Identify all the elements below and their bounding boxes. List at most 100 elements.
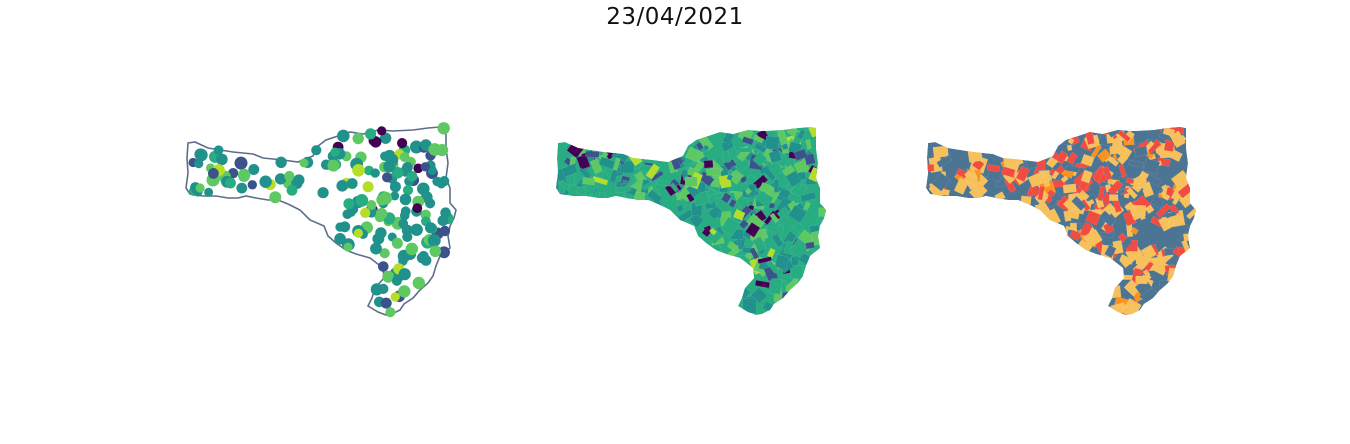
municipality-region xyxy=(936,154,953,168)
municipality-region xyxy=(1107,179,1124,196)
municipality-region xyxy=(703,160,714,169)
municipality-region xyxy=(1155,203,1171,218)
municipality-region xyxy=(1159,280,1169,291)
municipality-point xyxy=(378,261,389,272)
municipality-point xyxy=(286,184,298,196)
municipality-point xyxy=(380,297,392,309)
municipality-region xyxy=(1015,165,1030,183)
municipality-region xyxy=(1150,195,1165,209)
municipality-point xyxy=(379,248,390,259)
state-map-categorical xyxy=(926,127,1196,315)
municipality-region xyxy=(793,148,808,161)
municipality-point xyxy=(399,210,410,221)
municipality-point xyxy=(398,285,411,298)
municipality-region xyxy=(803,201,811,211)
municipality-region xyxy=(805,241,815,250)
municipality-point xyxy=(406,171,418,182)
municipality-region xyxy=(1178,195,1192,209)
municipality-region xyxy=(1119,256,1130,269)
municipality-region xyxy=(634,192,645,201)
municipality-point xyxy=(195,148,208,162)
municipality-point xyxy=(381,132,391,143)
municipality-region xyxy=(726,173,734,181)
municipality-region xyxy=(1093,166,1105,183)
municipality-region xyxy=(1134,146,1148,157)
municipality-point xyxy=(204,187,214,197)
municipality-point xyxy=(398,218,409,229)
municipality-region xyxy=(1065,165,1080,173)
municipality-region xyxy=(755,190,774,208)
municipality-region xyxy=(1066,151,1079,165)
map-panel-categorical xyxy=(918,118,1208,328)
municipality-point xyxy=(437,122,450,135)
municipality-point xyxy=(346,178,358,189)
municipality-point xyxy=(213,145,224,155)
municipality-point xyxy=(412,203,423,213)
municipality-point xyxy=(370,242,382,255)
municipality-region xyxy=(1083,228,1103,248)
municipality-point xyxy=(216,153,228,166)
municipality-region xyxy=(1163,139,1175,152)
municipality-region xyxy=(720,192,732,204)
municipality-region xyxy=(774,254,789,270)
municipality-region xyxy=(1062,183,1077,194)
municipality-region xyxy=(776,129,789,146)
municipality-point xyxy=(274,173,287,185)
municipality-region xyxy=(585,151,600,158)
municipality-region xyxy=(788,204,808,224)
municipality-point xyxy=(317,187,329,199)
municipality-region xyxy=(561,163,578,178)
municipality-point xyxy=(374,212,385,223)
municipality-point xyxy=(364,128,377,140)
municipality-region xyxy=(1135,275,1148,285)
municipality-region xyxy=(1169,203,1180,216)
municipality-point xyxy=(382,172,392,183)
municipality-point xyxy=(420,162,430,172)
municipality-region xyxy=(1027,171,1046,188)
municipality-point xyxy=(405,242,419,256)
municipality-region xyxy=(1096,148,1112,163)
municipality-region xyxy=(612,157,621,171)
municipality-point xyxy=(355,194,369,207)
municipality-region xyxy=(715,193,723,199)
municipality-region xyxy=(757,256,772,264)
municipality-region xyxy=(685,146,704,164)
municipality-point xyxy=(352,132,364,145)
municipality-point xyxy=(413,163,423,174)
municipality-region xyxy=(1085,210,1101,226)
municipality-point xyxy=(234,156,248,170)
municipality-region xyxy=(744,187,752,195)
municipality-region xyxy=(789,265,804,279)
municipality-region xyxy=(768,202,776,209)
municipality-region xyxy=(986,163,1001,173)
municipality-region xyxy=(645,163,660,180)
municipality-point xyxy=(330,147,340,157)
municipality-point xyxy=(299,158,309,168)
municipality-region xyxy=(1120,274,1134,280)
municipality-point xyxy=(402,185,414,196)
municipality-region xyxy=(776,206,790,219)
municipality-region xyxy=(1038,174,1053,184)
municipality-point xyxy=(399,193,412,206)
municipality-region xyxy=(1144,204,1155,215)
municipality-region xyxy=(1178,134,1187,144)
municipality-region xyxy=(620,160,635,174)
municipality-region xyxy=(1066,144,1073,151)
municipality-region xyxy=(953,177,969,195)
municipality-region xyxy=(559,180,571,191)
municipality-point xyxy=(360,207,371,218)
municipality-region xyxy=(1132,204,1147,217)
municipality-region xyxy=(656,180,671,187)
municipality-region xyxy=(742,298,757,314)
municipality-point xyxy=(425,222,437,234)
municipality-region xyxy=(926,164,935,172)
municipality-region xyxy=(1121,305,1134,315)
municipality-point xyxy=(385,307,396,318)
municipality-region xyxy=(695,141,704,151)
municipality-region xyxy=(1067,137,1075,145)
municipality-region xyxy=(1080,153,1095,167)
municipality-region xyxy=(576,154,591,170)
municipality-region xyxy=(805,139,812,150)
municipality-point xyxy=(439,176,450,187)
municipality-region xyxy=(1162,127,1176,137)
